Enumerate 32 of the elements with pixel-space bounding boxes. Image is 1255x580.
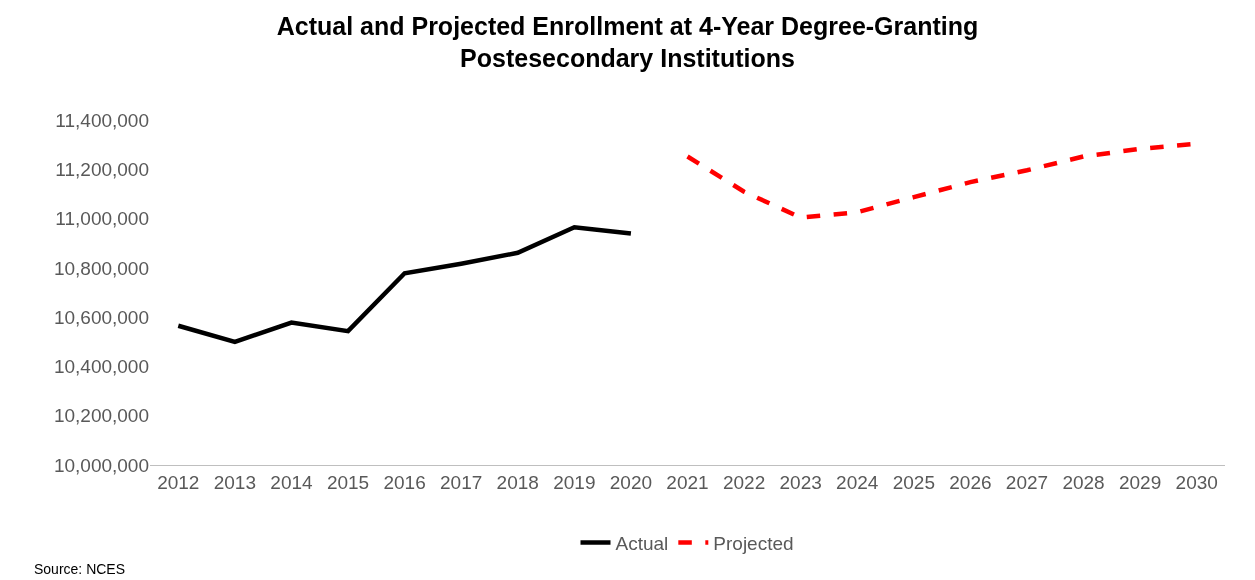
- y-tick-label: 11,200,000: [55, 158, 149, 180]
- legend-label: Actual: [615, 532, 669, 554]
- source-note: Source: NCES: [34, 561, 126, 577]
- legend-label: Projected: [713, 532, 794, 554]
- x-tick-label: 2024: [836, 471, 879, 493]
- x-tick-label: 2016: [383, 471, 426, 493]
- x-tick-label: 2012: [157, 471, 200, 493]
- y-tick-label: 10,600,000: [53, 306, 149, 328]
- x-tick-label: 2020: [609, 471, 653, 493]
- x-tick-label: 2023: [779, 471, 822, 493]
- x-tick-label: 2021: [666, 471, 709, 493]
- x-tick-label: 2026: [949, 471, 992, 493]
- line-series: [176, 224, 634, 345]
- x-tick-label: 2013: [213, 471, 257, 493]
- x-tick-label: 2022: [722, 471, 766, 493]
- x-tick-label: 2017: [440, 471, 483, 493]
- x-tick-label: 2029: [1118, 471, 1162, 493]
- y-tick-label: 11,400,000: [55, 109, 149, 131]
- x-tick-label: 2025: [892, 471, 935, 493]
- x-tick-label: 2015: [326, 471, 370, 493]
- y-tick-label: 11,000,000: [55, 208, 149, 230]
- y-tick-label: 10,800,000: [53, 257, 149, 279]
- x-tick-label: 2014: [270, 471, 314, 493]
- x-tick-label: 2030: [1175, 471, 1218, 493]
- y-tick-label: 10,000,000: [53, 454, 149, 476]
- x-tick-label: 2018: [496, 471, 539, 493]
- x-tick-label: 2027: [1005, 471, 1049, 493]
- x-tick-label: 2019: [553, 471, 596, 493]
- y-tick-label: 10,200,000: [53, 405, 149, 427]
- x-tick-label: 2028: [1062, 471, 1105, 493]
- y-tick-label: 10,400,000: [53, 356, 149, 378]
- chart-title: Actual and Projected Enrollment at 4-Year Degree-Granting Postesecondary Institutions: [276, 11, 979, 73]
